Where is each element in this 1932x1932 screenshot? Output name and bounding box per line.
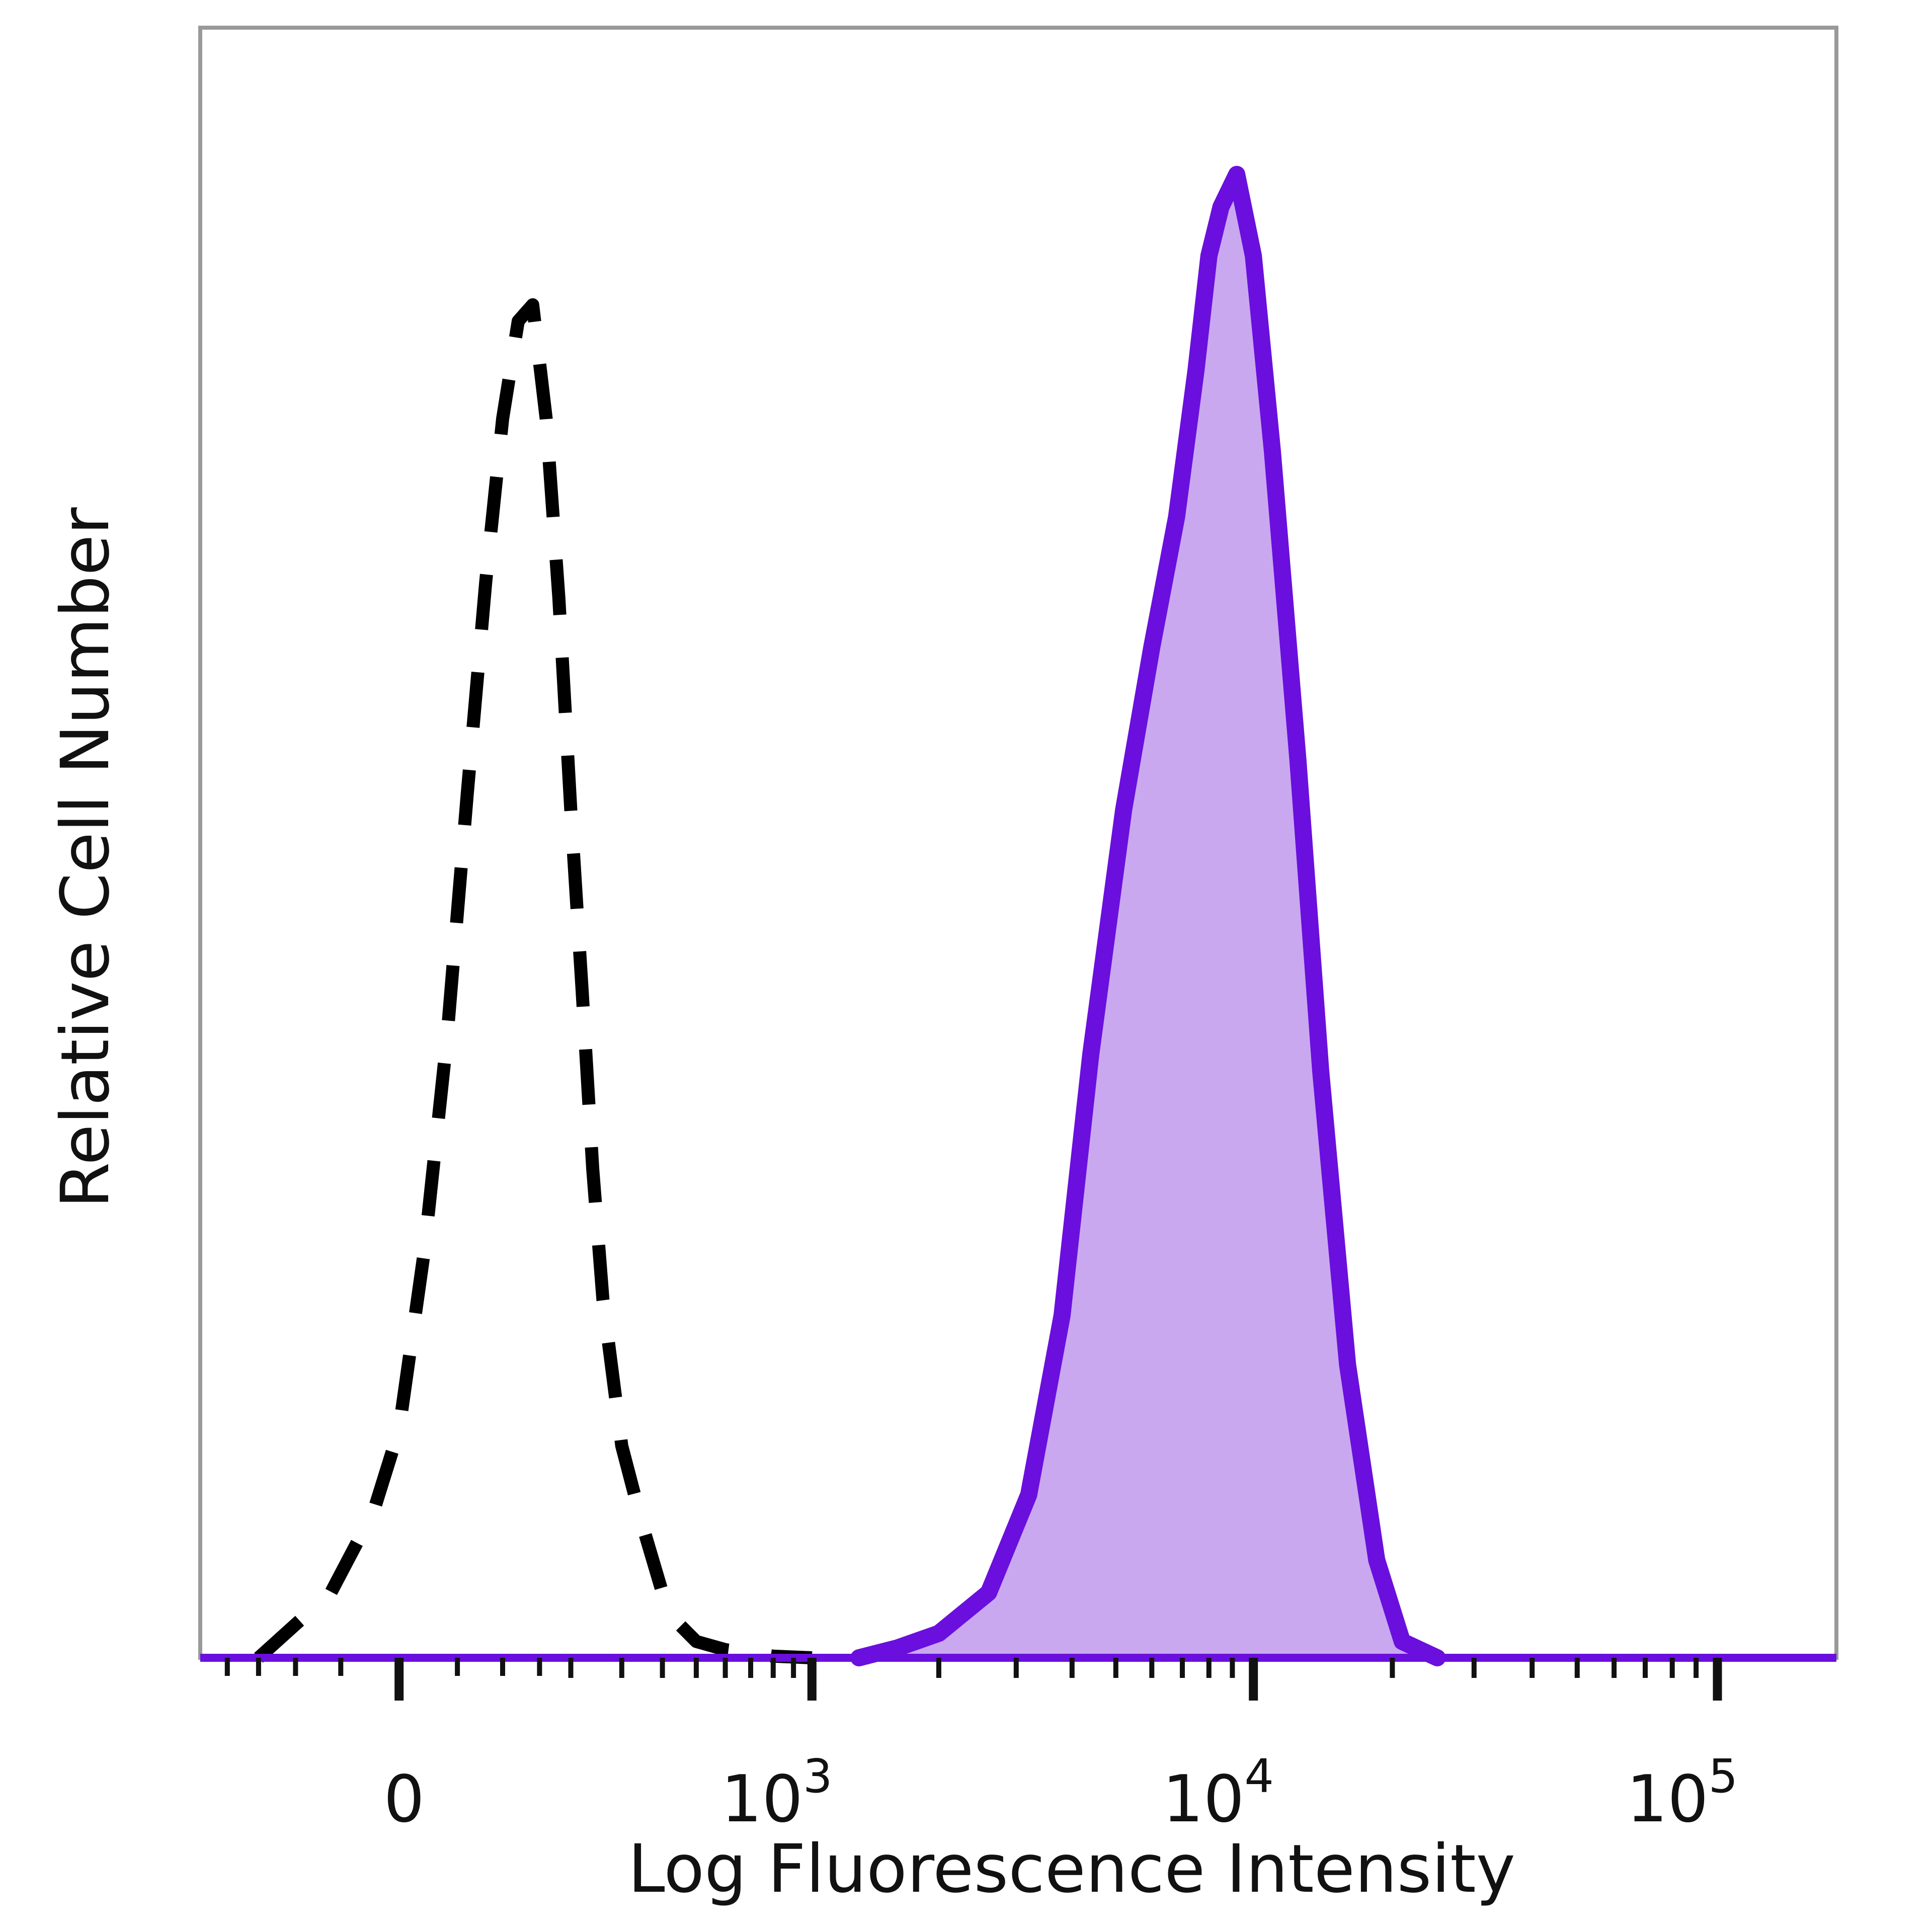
series-2-line (850, 166, 1446, 1666)
y-axis-title: Relative Cell Number (47, 507, 124, 1209)
series-1-line (254, 298, 813, 1664)
x-tick-label: 0 (383, 1762, 424, 1837)
series-layer (254, 166, 1446, 1666)
x-tick-label: 105 (1627, 1749, 1738, 1837)
x-axis-tick-labels: 0 103 104 105 (383, 1749, 1738, 1837)
x-tick-label: 103 (721, 1749, 832, 1837)
x-axis-title: Log Fluorescence Intensity (628, 1830, 1515, 1908)
series-2-area (859, 174, 1437, 1658)
x-axis-ticks (224, 1658, 1722, 1701)
plot-frame (198, 26, 1838, 1660)
x-tick-label: 104 (1162, 1749, 1273, 1837)
